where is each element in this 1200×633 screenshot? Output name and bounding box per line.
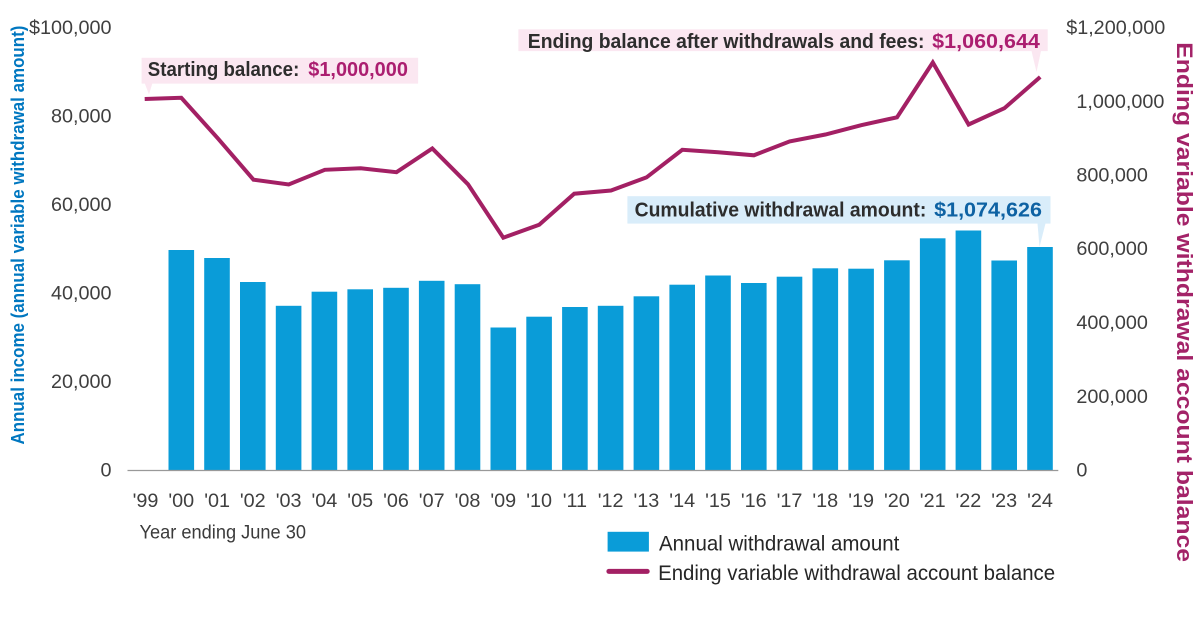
svg-text:600,000: 600,000 <box>1076 238 1148 260</box>
svg-text:'24: '24 <box>1027 490 1053 512</box>
svg-text:400,000: 400,000 <box>1076 312 1148 334</box>
svg-text:$1,074,626: $1,074,626 <box>934 200 1042 222</box>
svg-text:'99: '99 <box>133 490 159 512</box>
svg-text:'01: '01 <box>204 490 230 512</box>
svg-text:'09: '09 <box>490 490 516 512</box>
svg-text:60,000: 60,000 <box>51 194 112 216</box>
svg-text:'11: '11 <box>563 490 587 512</box>
svg-text:'10: '10 <box>526 490 552 512</box>
svg-text:'12: '12 <box>598 490 624 512</box>
svg-text:'14: '14 <box>669 490 695 512</box>
svg-text:'02: '02 <box>240 490 266 512</box>
svg-text:1,000,000: 1,000,000 <box>1076 91 1164 113</box>
svg-text:Ending balance after withdrawa: Ending balance after withdrawals and fee… <box>528 31 925 53</box>
svg-text:$100,000: $100,000 <box>29 17 112 39</box>
svg-text:'05: '05 <box>347 490 373 512</box>
svg-text:Starting balance:: Starting balance: <box>148 59 299 81</box>
svg-text:'15: '15 <box>705 490 731 512</box>
svg-text:'17: '17 <box>777 490 803 512</box>
svg-text:'18: '18 <box>812 490 838 512</box>
svg-text:'23: '23 <box>991 490 1017 512</box>
svg-text:'08: '08 <box>455 490 481 512</box>
svg-text:'00: '00 <box>168 490 194 512</box>
svg-text:0: 0 <box>100 460 111 482</box>
svg-text:'20: '20 <box>884 490 910 512</box>
svg-text:$1,000,000: $1,000,000 <box>308 59 408 81</box>
svg-text:Cumulative withdrawal amount:: Cumulative withdrawal amount: <box>635 200 927 222</box>
svg-text:'04: '04 <box>312 490 338 512</box>
svg-text:'16: '16 <box>741 490 767 512</box>
svg-text:'06: '06 <box>383 490 409 512</box>
svg-text:'07: '07 <box>419 490 445 512</box>
svg-text:$1,200,000: $1,200,000 <box>1066 17 1165 39</box>
svg-text:Annual income (annual variable: Annual income (annual variable withdrawa… <box>8 26 28 445</box>
svg-text:80,000: 80,000 <box>51 106 112 128</box>
svg-text:800,000: 800,000 <box>1076 165 1148 187</box>
svg-text:Year ending June 30: Year ending June 30 <box>140 522 307 544</box>
svg-text:'21: '21 <box>920 490 946 512</box>
svg-text:40,000: 40,000 <box>51 283 112 305</box>
svg-text:'19: '19 <box>848 490 874 512</box>
svg-text:0: 0 <box>1076 460 1087 482</box>
svg-text:$1,060,644: $1,060,644 <box>932 31 1041 53</box>
svg-text:Annual withdrawal amount: Annual withdrawal amount <box>659 532 899 555</box>
svg-text:200,000: 200,000 <box>1076 386 1148 408</box>
svg-text:'03: '03 <box>276 490 302 512</box>
svg-text:'13: '13 <box>634 490 660 512</box>
svg-text:20,000: 20,000 <box>51 371 112 393</box>
svg-text:Ending variable withdrawal acc: Ending variable withdrawal account balan… <box>658 562 1055 585</box>
svg-text:Ending variable withdrawal acc: Ending variable withdrawal account balan… <box>1172 42 1197 562</box>
svg-text:'22: '22 <box>956 490 982 512</box>
